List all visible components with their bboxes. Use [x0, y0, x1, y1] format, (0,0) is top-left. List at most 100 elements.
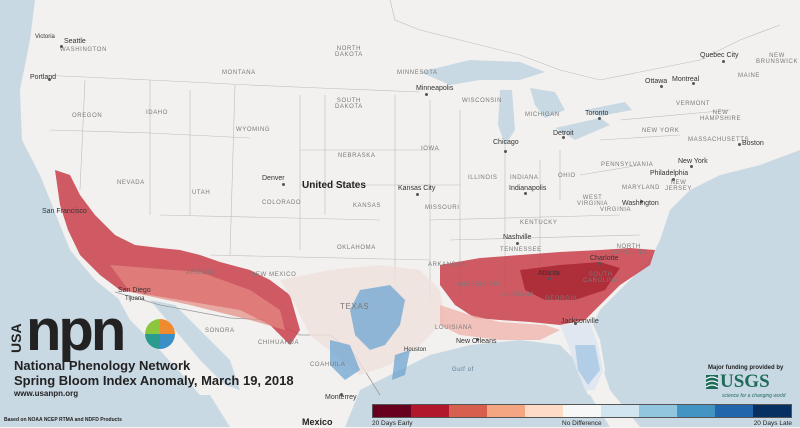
- state-label-wisconsin: WISCONSIN: [462, 98, 503, 104]
- state-label-sonora: SONORA: [205, 328, 235, 334]
- city-dot-boston: [738, 143, 741, 146]
- city-dot-washington: [640, 200, 643, 203]
- map-title: Spring Bloom Index Anomaly, March 19, 20…: [14, 373, 294, 388]
- state-label-minnesota: MINNESOTA: [397, 70, 438, 76]
- source-note: Based on NOAA NCEP RTMA and NDFD Product…: [4, 417, 122, 423]
- legend-swatch: [677, 405, 715, 417]
- city-dot-minneapolis: [425, 93, 428, 96]
- atlantic-ocean: [590, 150, 800, 427]
- usgs-logo-text: USGS: [720, 371, 770, 392]
- state-label-utah: UTAH: [192, 190, 211, 196]
- state-label-south-dakota: SOUTH DAKOTA: [335, 98, 363, 110]
- state-label-arkansas: ARKANSAS: [428, 262, 466, 268]
- city-label-montreal: Montreal: [672, 76, 700, 83]
- city-dot-new-york: [690, 165, 693, 168]
- state-label-north-carolina: NORTH CAROLINA: [611, 244, 647, 256]
- state-label-vermont: VERMONT: [676, 101, 711, 107]
- city-dot-toronto: [598, 117, 601, 120]
- anomaly-early-southeast-deep: [520, 262, 620, 300]
- city-dot-ottawa: [660, 85, 663, 88]
- state-label-chihuahua: CHIHUAHUA: [258, 340, 300, 346]
- legend-labels: 20 Days Early No Difference 20 Days Late: [372, 418, 792, 428]
- usgs-logo-graphic: [705, 375, 719, 389]
- city-label-seattle: Seattle: [64, 38, 86, 45]
- state-label-idaho: IDAHO: [146, 110, 169, 116]
- city-label-atlanta: Atlanta: [538, 270, 560, 277]
- legend-swatch: [411, 405, 449, 417]
- city-dot-detroit: [562, 136, 565, 139]
- pacific-ocean: [0, 0, 230, 427]
- state-label-nevada: NEVADA: [117, 180, 145, 186]
- city-label-indianapolis: Indianapolis: [509, 185, 547, 192]
- city-dot-portland: [48, 78, 51, 81]
- city-label-monterrey: Monterrey: [325, 394, 357, 401]
- state-label-wyoming: WYOMING: [236, 127, 271, 133]
- city-label-washington: Washington: [622, 200, 659, 207]
- state-label-oregon: OREGON: [72, 113, 103, 119]
- anomaly-early-west-light: [110, 265, 285, 330]
- state-label-new-york: NEW YORK: [642, 128, 680, 134]
- state-label-pennsylvania: PENNSYLVANIA: [601, 162, 654, 168]
- country-label-mexico: Mexico: [302, 417, 333, 427]
- legend-swatch: [449, 405, 487, 417]
- city-label-toronto: Toronto: [585, 110, 609, 117]
- legend-swatch: [715, 405, 753, 417]
- state-label-colorado: COLORADO: [262, 200, 302, 206]
- legend-center-label: No Difference: [562, 420, 602, 427]
- state-label-washington: WASHINGTON: [60, 47, 108, 53]
- state-label-oklahoma: OKLAHOMA: [337, 245, 376, 251]
- city-label-boston: Boston: [742, 140, 764, 147]
- city-label-kansas-city: Kansas City: [398, 185, 436, 192]
- state-label-louisiana: LOUISIANA: [435, 325, 473, 331]
- network-name: National Phenology Network: [14, 358, 191, 373]
- legend-left-label: 20 Days Early: [372, 420, 413, 427]
- city-dot-philadelphia: [672, 178, 675, 181]
- state-label-iowa: IOWA: [421, 146, 440, 152]
- city-label-chicago: Chicago: [493, 139, 519, 146]
- city-dot-nashville: [516, 242, 519, 245]
- city-dot-jacksonville: [574, 322, 577, 325]
- state-label-west-virginia: WEST VIRGINIA: [577, 195, 609, 207]
- state-label-michigan: MICHIGAN: [525, 112, 560, 118]
- state-label-indiana: INDIANA: [510, 175, 539, 181]
- state-label-maryland: MARYLAND: [622, 185, 661, 191]
- city-dot-seattle: [60, 45, 63, 48]
- legend-swatch: [753, 405, 791, 417]
- gulf-of-california: [150, 300, 240, 390]
- state-label-georgia: GEORGIA: [545, 296, 578, 302]
- city-label-tijuana: Tijuana: [125, 296, 145, 302]
- npn-wordmark: npn: [26, 298, 126, 363]
- state-label-missouri: MISSOURI: [425, 205, 460, 211]
- country-label-us: United States: [302, 180, 366, 191]
- state-label-nebraska: NEBRASKA: [338, 153, 376, 159]
- legend-swatch: [373, 405, 411, 417]
- city-label-denver: Denver: [262, 175, 285, 182]
- anomaly-late-texas: [330, 285, 410, 380]
- city-dot-denver: [282, 183, 285, 186]
- legend-swatch: [525, 405, 563, 417]
- state-label-illinois: ILLINOIS: [468, 175, 498, 181]
- npn-leaf-logo-icon: [145, 319, 175, 349]
- city-label-ottawa: Ottawa: [645, 78, 668, 85]
- state-label-mississippi: MISSISSIPPI: [458, 282, 501, 288]
- great-lakes: [420, 60, 632, 145]
- state-label-texas: TEXAS: [340, 302, 370, 311]
- city-label-quebec: Quebec City: [700, 52, 739, 59]
- city-label-new-york: New York: [678, 158, 708, 165]
- state-label-maine: MAINE: [738, 73, 761, 79]
- anomaly-light-gulfcoast: [440, 305, 560, 340]
- city-dot-indianapolis: [524, 192, 527, 195]
- state-label-massachusetts: MASSACHUSETTS: [688, 137, 750, 143]
- state-label-ohio: OHIO: [558, 173, 576, 179]
- legend-swatch: [563, 405, 601, 417]
- state-label-new-jersey: NEW JERSEY: [665, 180, 692, 192]
- state-label-kansas: KANSAS: [353, 203, 381, 209]
- legend-swatch: [601, 405, 639, 417]
- state-label-montana: MONTANA: [222, 70, 256, 76]
- anomaly-florida-late: [575, 345, 600, 385]
- city-dot-new-orleans: [476, 338, 479, 341]
- city-dot-quebec: [722, 60, 725, 63]
- usgs-tagline: science for a changing world: [722, 393, 786, 399]
- website-link[interactable]: www.usanpn.org: [14, 389, 79, 398]
- state-label-kentucky: KENTUCKY: [520, 220, 558, 226]
